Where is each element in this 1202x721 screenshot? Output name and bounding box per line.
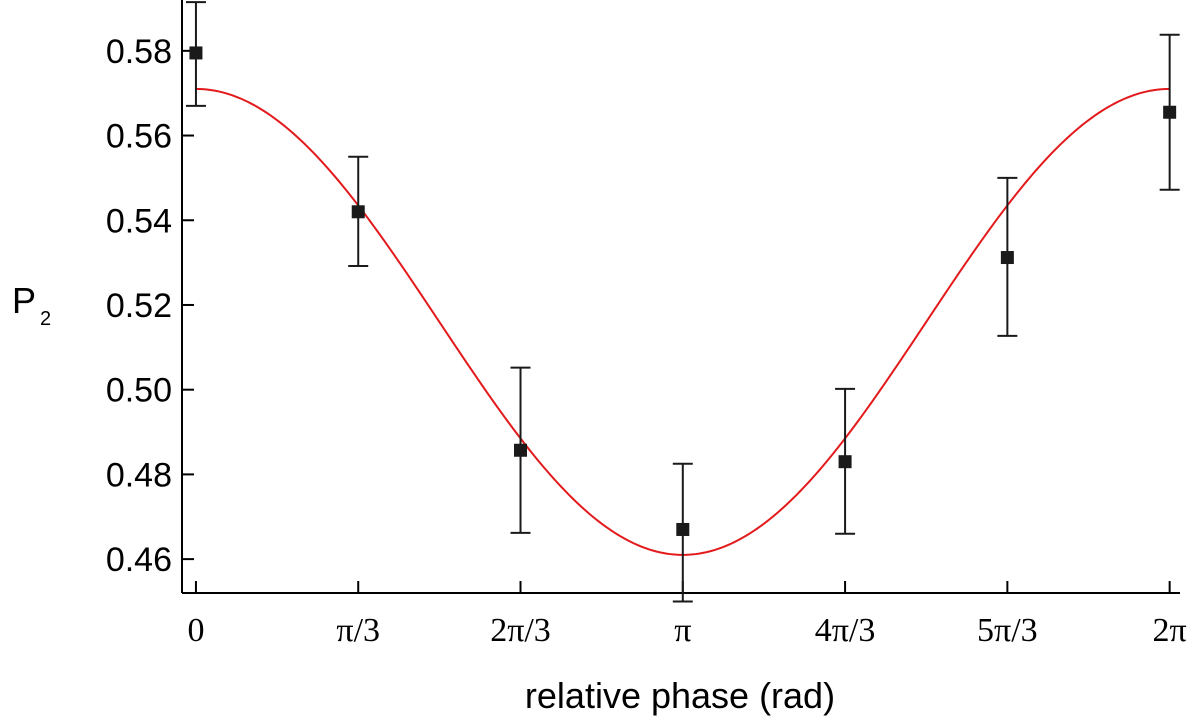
x-tick-label: 0 (187, 612, 204, 649)
x-tick-label: π (674, 612, 691, 649)
y-axis-label-subscript: 2 (40, 308, 51, 330)
y-tick-label: 0.54 (106, 202, 172, 240)
y-axis-label: P (12, 280, 36, 321)
x-tick-label: 4π/3 (815, 612, 876, 649)
x-axis-label: relative phase (rad) (525, 675, 835, 716)
data-points-layer (185, 1, 1180, 603)
x-tick-label: 5π/3 (977, 612, 1038, 649)
data-point (514, 443, 528, 457)
data-point (189, 46, 203, 60)
plot-axes (181, 0, 1180, 594)
data-point (1000, 251, 1014, 265)
x-tick-label: 2π/3 (490, 612, 551, 649)
data-point (351, 205, 365, 219)
y-tick-label: 0.48 (106, 456, 172, 494)
tick-labels-layer: 0.46 0.48 0.50 0.52 0.54 0.56 0.58 0 π/3 2π/3 π 4π/… (106, 33, 1187, 649)
y-tick-label: 0.50 (106, 372, 172, 410)
x-tick-label: 2π (1153, 612, 1187, 649)
data-point (838, 455, 852, 469)
x-tick-label: π/3 (336, 612, 380, 649)
y-tick-label: 0.52 (106, 287, 172, 325)
data-point (676, 522, 690, 536)
y-tick-label: 0.46 (106, 541, 172, 579)
y-tick-label: 0.56 (106, 118, 172, 156)
y-tick-label: 0.58 (106, 33, 172, 71)
data-point (1163, 105, 1177, 119)
